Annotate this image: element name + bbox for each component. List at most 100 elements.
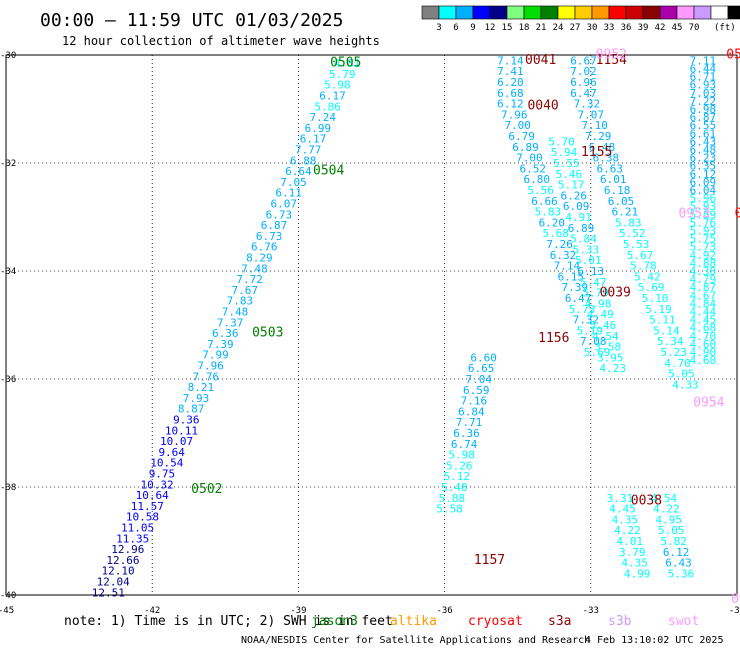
wave-height-point: 7.16 <box>461 395 488 408</box>
wave-height-point: 4.44 <box>690 306 717 319</box>
wave-height-point: 6.32 <box>550 249 577 262</box>
wave-height-point: 7.67 <box>232 284 259 297</box>
chart-title: 00:00 – 11:59 UTC 01/03/2025 <box>40 10 343 31</box>
wave-height-point: 7.24 <box>310 111 337 124</box>
time-label: 05 <box>735 207 740 222</box>
y-tick-label: -36 <box>0 375 16 385</box>
wave-height-point: 5.19 <box>577 324 604 337</box>
wave-height-point: 7.93 <box>183 392 210 405</box>
wave-height-point: 12.51 <box>92 586 125 599</box>
time-label: 1156 <box>538 331 569 346</box>
wave-height-point: 5.67 <box>627 249 654 262</box>
wave-height-point: 5.47 <box>580 276 607 289</box>
colorbar-swatch <box>727 5 740 20</box>
wave-height-point: 6.87 <box>690 111 717 124</box>
wave-height-point: 3.95 <box>597 351 624 364</box>
wave-height-point: 7.10 <box>581 119 608 132</box>
wave-height-point: 7.04 <box>465 373 492 386</box>
wave-height-point: 4.45 <box>690 314 717 327</box>
wave-height-point: 6.07 <box>271 198 298 211</box>
wave-height-point: 6.13 <box>578 265 605 278</box>
wave-height-point: 6.55 <box>690 119 717 132</box>
wave-height-point: 5.79 <box>582 287 609 300</box>
satellite-legend-item: cryosat <box>468 614 523 629</box>
wave-height-point: 6.59 <box>463 384 490 397</box>
wave-height-point: 4.23 <box>599 362 626 375</box>
colorbar-label: 45 <box>672 23 683 33</box>
wave-height-point: 5.83 <box>535 206 562 219</box>
wave-height-point: 6.79 <box>508 130 535 143</box>
wave-height-point: 4.45 <box>609 503 636 516</box>
wave-height-point: 4.33 <box>672 378 699 391</box>
colorbar-label: 3 <box>436 23 441 33</box>
time-label: 0954 <box>693 396 724 411</box>
wave-height-point: 7.77 <box>295 144 322 157</box>
wave-height-point: 7.02 <box>570 65 597 78</box>
y-tick-label: -40 <box>0 591 16 601</box>
time-label: 0039 <box>600 286 631 301</box>
wave-height-point: 5.01 <box>575 254 602 267</box>
wave-height-point: 7.05 <box>280 176 307 189</box>
wave-height-point: 4.49 <box>587 308 614 321</box>
colorbar-swatch <box>608 5 627 20</box>
colorbar-swatch <box>438 5 457 20</box>
wave-height-point: 5.58 <box>436 503 463 516</box>
wave-height-point: 5.48 <box>441 481 468 494</box>
wave-height-point: 4.81 <box>334 57 361 70</box>
wave-height-point: 4.88 <box>690 257 717 270</box>
wave-height-point: 7.29 <box>585 130 612 143</box>
colorbar-label: 36 <box>621 23 632 33</box>
wave-height-point: 7.26 <box>546 238 573 251</box>
wave-height-point: 5.76 <box>690 216 717 229</box>
wave-height-point: 5.78 <box>630 260 657 273</box>
wave-height-point: 5.94 <box>551 146 578 159</box>
wave-height-point: 5.79 <box>329 68 356 81</box>
wave-height-point: 6.48 <box>690 144 717 157</box>
wave-height-point: 6.17 <box>300 133 327 146</box>
time-label: 09 <box>731 592 740 607</box>
axis-ticks: -45 -42 -39 -36 -33 -30 -30 -32 -34 -36 -38 -40 <box>0 51 740 616</box>
wave-height-point: 6.21 <box>612 206 639 219</box>
wave-height-point: 8.29 <box>246 252 273 265</box>
wave-height-point: 4.22 <box>614 524 641 537</box>
wave-height-point: 7.76 <box>193 370 220 383</box>
x-tick-label: -33 <box>583 606 599 616</box>
wave-height-point: 4.84 <box>690 297 717 310</box>
wave-height-point: 5.96 <box>690 192 717 205</box>
time-label: 1157 <box>474 553 505 568</box>
wave-height-point: 6.26 <box>560 189 587 202</box>
wave-height-point: 5.70 <box>548 135 575 148</box>
wave-height-point: 6.73 <box>256 230 283 243</box>
colorbar-label: 70 <box>689 23 700 33</box>
wave-height-point: 7.48 <box>241 262 268 275</box>
wave-height-point: 5.17 <box>558 179 585 192</box>
time-label: 0502 <box>191 482 222 497</box>
wave-height-point: 4.60 <box>690 338 717 351</box>
wave-height-point: 6.12 <box>497 98 524 111</box>
track-jason3: 4.815.795.986.175.867.246.996.177.776.88… <box>92 57 361 599</box>
wave-height-point: 6.44 <box>690 63 717 76</box>
wave-height-point: 6.18 <box>604 184 631 197</box>
wave-height-point: 6.43 <box>665 557 692 570</box>
satellite-legend-item: s3b <box>608 614 632 629</box>
wave-height-point: 4.01 <box>617 535 644 548</box>
wave-height-point: 4.92 <box>690 249 717 262</box>
wave-height-point: 4.22 <box>653 503 680 516</box>
satellite-legend-item: s3a <box>548 614 571 629</box>
wave-height-point: 5.26 <box>446 459 473 472</box>
wave-height-point: 6.84 <box>458 405 485 418</box>
colorbar-swatch <box>540 5 559 20</box>
wave-height-point: 9.64 <box>158 446 185 459</box>
colorbar-swatch <box>659 5 678 20</box>
wave-height-point: 6.67 <box>570 54 597 67</box>
wave-height-point: 6.68 <box>497 87 524 100</box>
track-jason3b: 3.314.454.354.224.013.794.354.99 <box>607 492 651 581</box>
time-label: 0038 <box>631 493 662 508</box>
wave-height-point: 6.64 <box>285 165 312 178</box>
wave-height-point: 6.09 <box>563 200 590 213</box>
wave-height-point: 6.38 <box>593 152 620 165</box>
colorbar-swatch <box>574 5 593 20</box>
y-tick-label: -30 <box>0 51 16 61</box>
plot-border <box>5 54 738 596</box>
wave-height-point: 5.69 <box>584 346 611 359</box>
